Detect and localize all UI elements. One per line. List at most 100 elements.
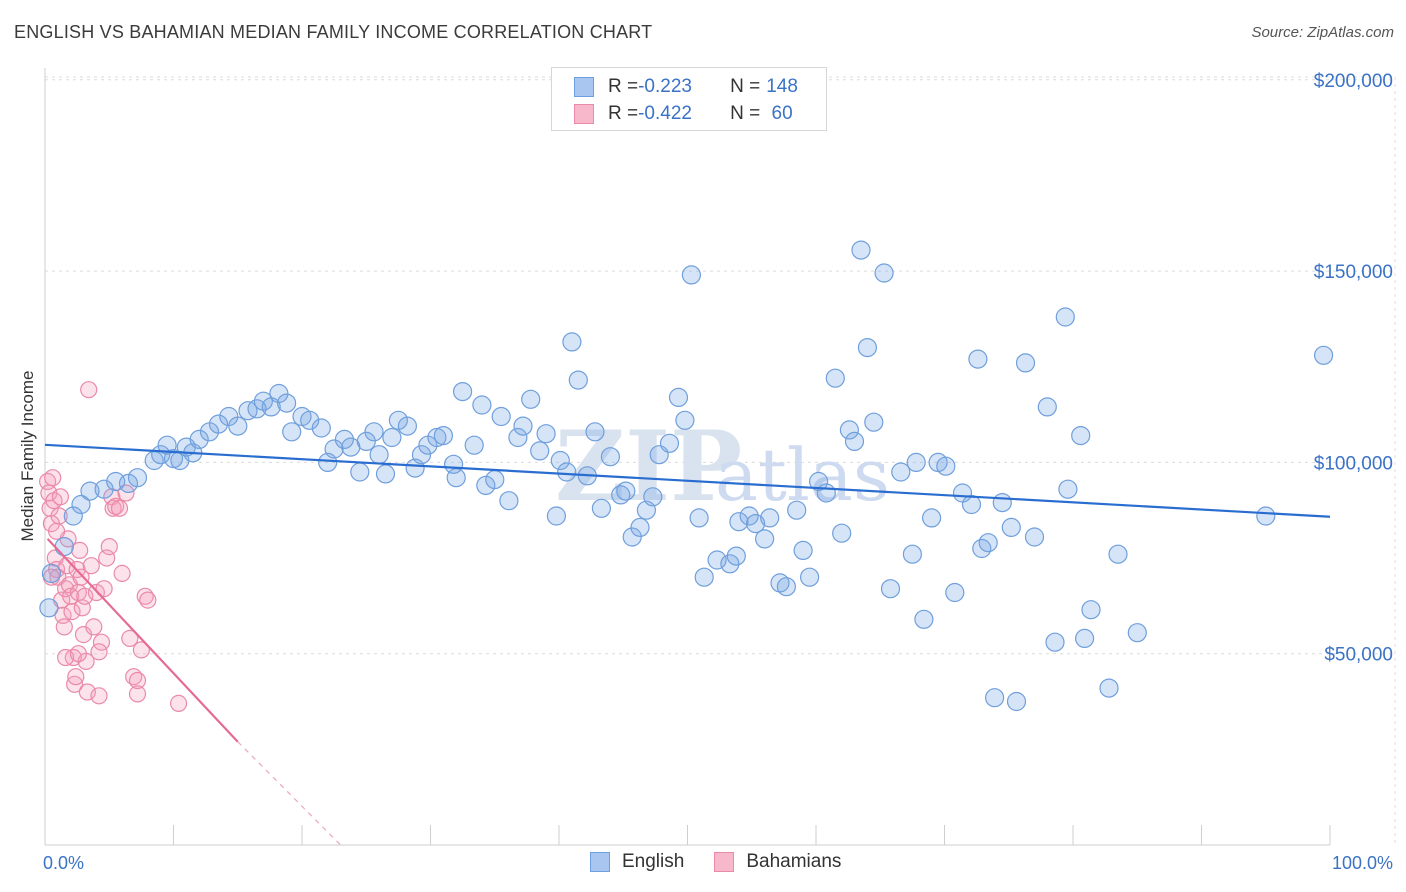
data-point — [58, 557, 76, 575]
data-point — [936, 456, 956, 476]
data-point — [1099, 678, 1119, 698]
english-legend-label: English — [622, 851, 685, 872]
data-point — [689, 508, 709, 528]
data-point — [630, 517, 650, 538]
data-point — [121, 629, 139, 648]
y-axis-title: Median Family Income — [18, 370, 37, 541]
legend-n-value: 60 — [766, 103, 793, 124]
data-point — [369, 445, 389, 465]
data-point — [95, 580, 113, 598]
data-point — [591, 498, 612, 518]
data-point — [85, 618, 103, 636]
data-point — [110, 499, 129, 517]
data-point — [71, 541, 89, 560]
data-point — [808, 471, 829, 492]
data-point — [433, 426, 453, 446]
data-point — [906, 452, 926, 472]
data-point — [643, 487, 663, 507]
data-point — [1015, 353, 1036, 373]
data-point — [1045, 632, 1065, 652]
data-point — [82, 557, 100, 575]
data-point — [44, 469, 62, 487]
legend-item-bahamians[interactable]: Bahamians — [714, 851, 841, 873]
english-trend-line — [44, 443, 1331, 518]
data-point — [282, 422, 302, 442]
data-point — [776, 577, 797, 597]
data-point — [961, 494, 982, 515]
data-point — [491, 406, 511, 427]
bahamians-swatch — [574, 104, 594, 124]
chart-title: ENGLISH VS BAHAMIAN MEDIAN FAMILY INCOME… — [14, 22, 653, 42]
data-point — [69, 645, 88, 663]
data-point — [799, 567, 820, 587]
x-tick-labels: 0.0% 100.0% — [43, 853, 1393, 873]
data-point — [104, 499, 122, 517]
legend-item-english[interactable]: English — [590, 851, 684, 873]
data-point — [1071, 426, 1091, 446]
data-point — [739, 506, 759, 526]
series-legend: English Bahamians — [590, 851, 871, 873]
data-point — [562, 332, 582, 352]
data-point — [622, 527, 642, 547]
data-point — [170, 694, 188, 713]
data-point — [851, 240, 871, 260]
data-point — [356, 431, 376, 451]
data-point — [921, 508, 942, 528]
data-point — [787, 500, 807, 520]
data-point — [1081, 600, 1101, 620]
legend-n-value: 148 — [766, 76, 798, 97]
data-point — [1058, 479, 1078, 499]
data-point — [992, 493, 1012, 513]
y-tick-label: $150,000 — [1314, 262, 1393, 283]
data-point — [754, 529, 775, 549]
data-point — [668, 387, 689, 407]
data-point — [978, 533, 998, 553]
data-point — [616, 481, 636, 501]
data-point — [844, 431, 865, 451]
data-point — [51, 488, 70, 506]
data-point — [485, 470, 505, 490]
data-point — [63, 506, 83, 526]
data-point — [41, 563, 62, 584]
data-point — [611, 485, 631, 505]
data-point — [80, 381, 98, 399]
data-point — [760, 508, 780, 528]
data-point — [550, 450, 570, 471]
data-point — [675, 410, 695, 430]
legend-row-bahamians: R = -0.422 N = 60 — [574, 101, 793, 127]
data-point — [464, 435, 484, 455]
data-point — [324, 439, 344, 459]
x-tick-label: 0.0% — [43, 853, 84, 873]
data-point — [984, 688, 1005, 708]
y-tick-label: $200,000 — [1314, 71, 1393, 92]
trend-lines — [44, 443, 1331, 846]
y-tick-label: $100,000 — [1314, 453, 1393, 474]
y-tick-label: $50,000 — [1324, 645, 1393, 666]
data-point — [1074, 628, 1095, 649]
data-point — [90, 643, 108, 661]
legend-r-label: R = — [608, 103, 639, 124]
bahamians-legend-swatch — [714, 852, 735, 872]
data-point — [1108, 544, 1128, 564]
x-tick-label: 100.0% — [1332, 853, 1393, 873]
data-point — [128, 685, 147, 703]
data-point — [968, 349, 988, 369]
data-point — [364, 422, 384, 442]
axes — [44, 68, 1331, 846]
data-point — [446, 468, 466, 488]
data-point — [521, 389, 541, 409]
data-point — [47, 522, 66, 540]
bahamians-trend-extension — [237, 741, 341, 846]
y-tick-labels: $50,000 $100,000 $150,000 $200,000 — [1314, 71, 1393, 666]
data-point — [228, 416, 248, 436]
data-point — [139, 591, 157, 609]
data-point — [832, 523, 852, 543]
data-point — [880, 579, 901, 599]
data-point — [94, 479, 114, 499]
data-point — [375, 464, 396, 484]
data-point — [891, 462, 911, 482]
data-point — [499, 491, 519, 511]
data-point — [269, 383, 289, 404]
data-point — [839, 420, 860, 440]
